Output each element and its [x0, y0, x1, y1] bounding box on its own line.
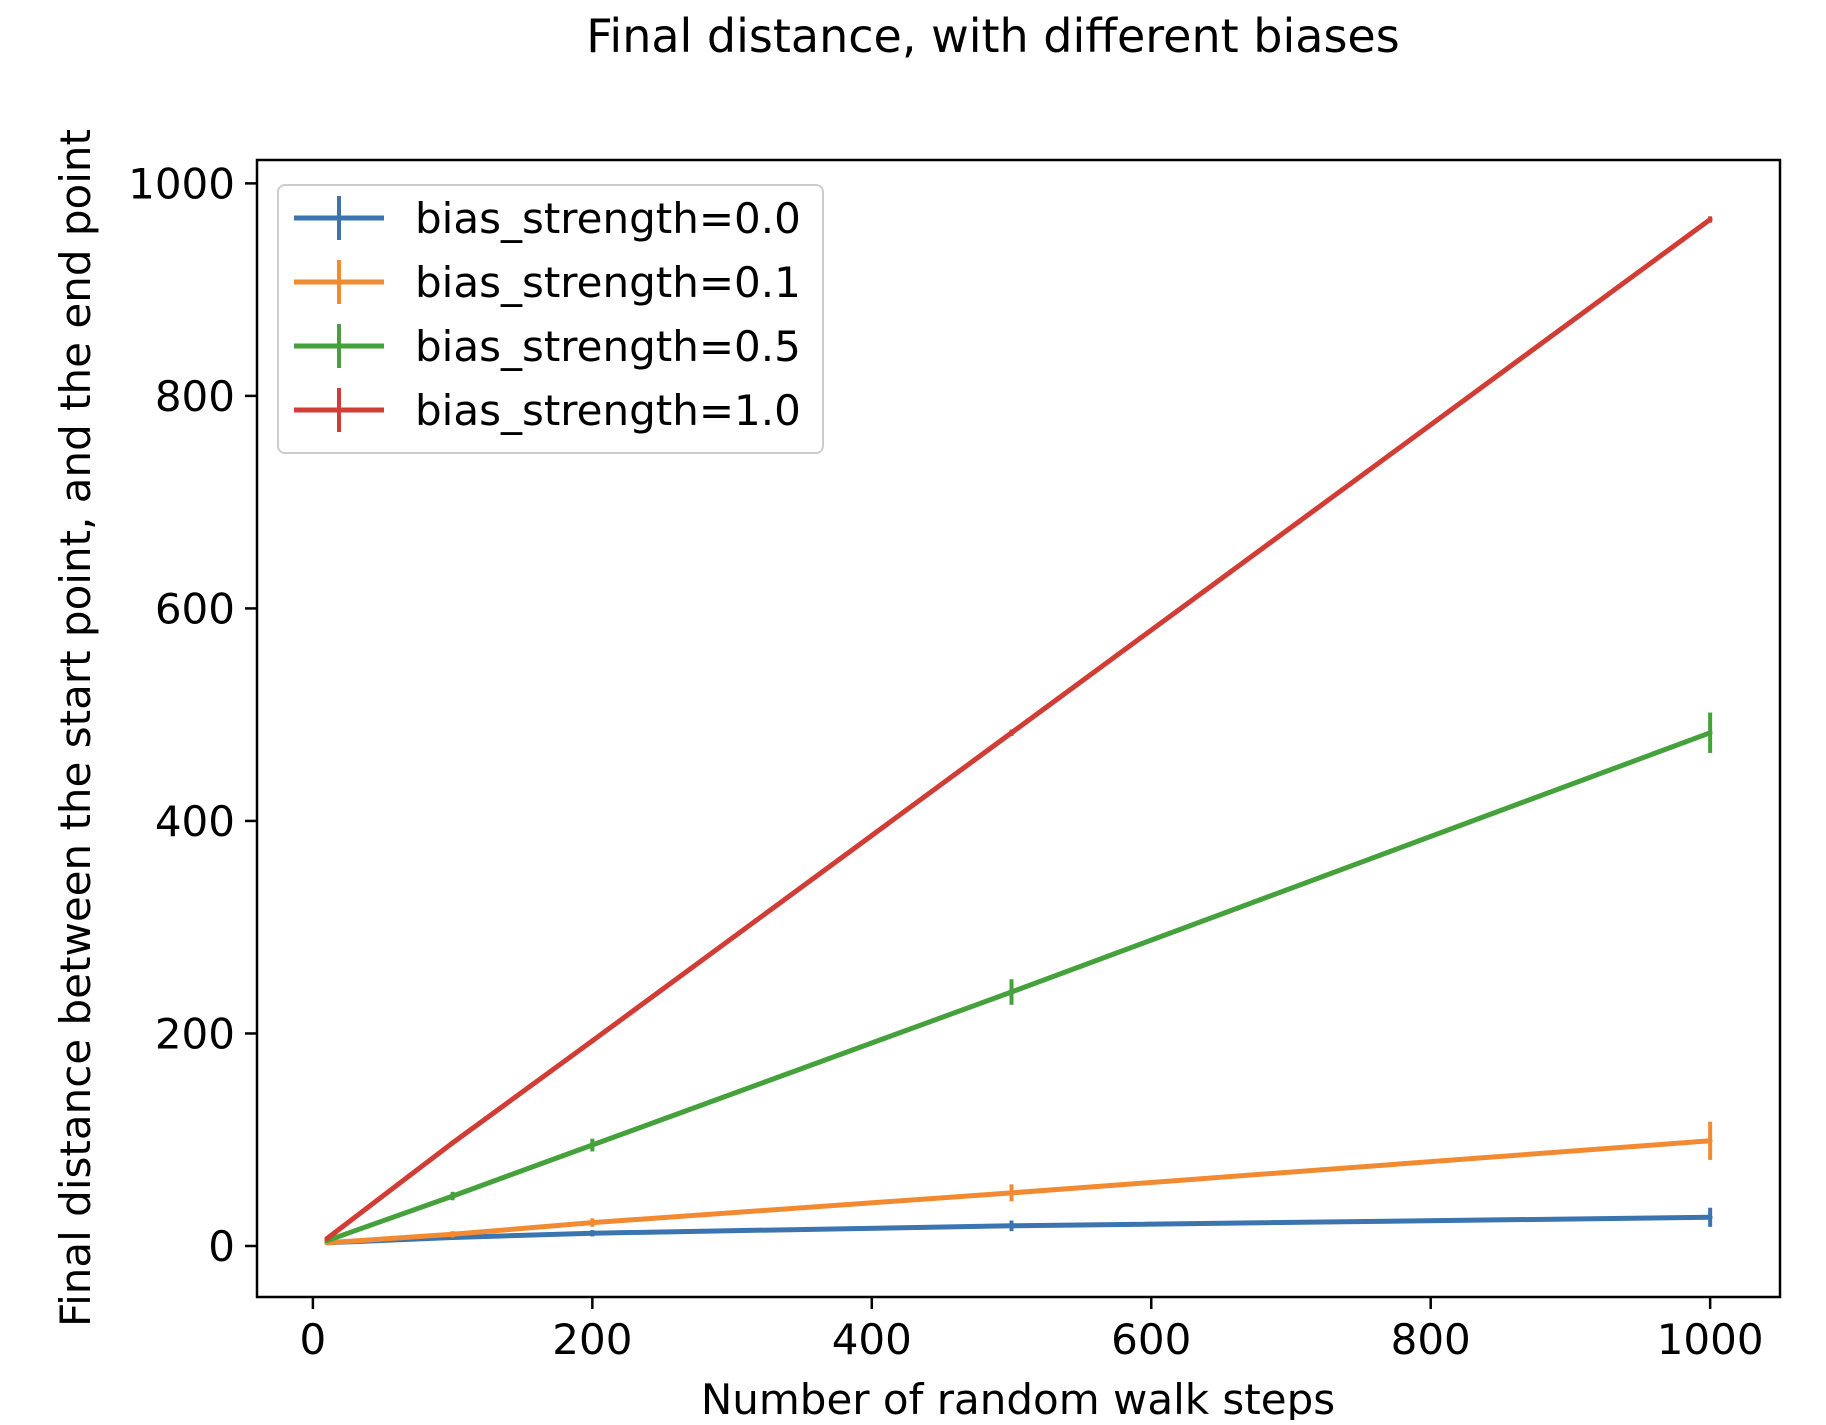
y-axis: 0 200 400 600 800 1000 [128, 159, 257, 1271]
x-tick-label: 1000 [1657, 1315, 1764, 1364]
x-tick-label: 0 [300, 1315, 327, 1364]
legend-label: bias_strength=0.1 [415, 258, 801, 307]
y-tick-label: 200 [155, 1009, 235, 1058]
x-tick-label: 800 [1391, 1315, 1471, 1364]
legend: bias_strength=0.0 bias_strength=0.1 bias_s… [277, 184, 824, 454]
legend-entry: bias_strength=1.0 [294, 386, 801, 435]
y-tick-label: 800 [155, 372, 235, 421]
y-axis-label: Final distance between the start point, … [51, 129, 100, 1327]
series-1 [324, 1121, 1713, 1246]
x-axis: 0 200 400 600 800 1000 [300, 1297, 1764, 1364]
legend-entry: bias_strength=0.0 [294, 194, 801, 243]
y-tick-label: 400 [155, 797, 235, 846]
y-tick-label: 600 [155, 584, 235, 633]
x-tick-label: 600 [1111, 1315, 1191, 1364]
legend-entry: bias_strength=0.1 [294, 258, 801, 307]
y-tick-label: 1000 [128, 159, 235, 208]
legend-label: bias_strength=0.5 [415, 322, 801, 371]
x-tick-label: 400 [832, 1315, 912, 1364]
chart-title: Final distance, with different biases [586, 9, 1399, 63]
series-layer [324, 216, 1713, 1246]
legend-entry: bias_strength=0.5 [294, 322, 801, 371]
y-tick-label: 0 [208, 1222, 235, 1271]
legend-label: bias_strength=0.0 [415, 194, 801, 243]
series-3 [324, 216, 1713, 1242]
x-tick-label: 200 [552, 1315, 632, 1364]
series-2 [324, 712, 1713, 1244]
legend-frame [277, 184, 824, 454]
legend-label: bias_strength=1.0 [415, 386, 801, 435]
x-axis-label: Number of random walk steps [701, 1375, 1335, 1420]
